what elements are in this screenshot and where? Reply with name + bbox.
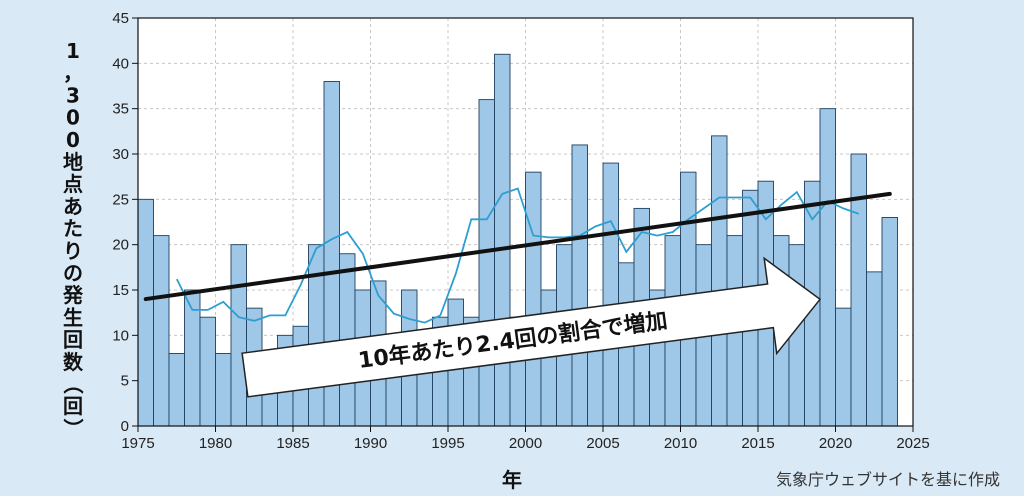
x-tick-label: 2010: [664, 435, 697, 452]
bar: [711, 135, 728, 427]
x-tick-label: 1985: [276, 435, 309, 452]
y-axis-label-char: （: [61, 374, 85, 394]
x-tick-label: 1995: [431, 435, 464, 452]
x-tick-label: 2000: [509, 435, 542, 452]
bar: [819, 108, 836, 427]
y-axis-label-char: 1: [66, 39, 80, 63]
bar: [199, 316, 216, 427]
y-axis-label-char: の: [63, 261, 83, 285]
y-tick-label: 10: [112, 327, 129, 344]
bar: [153, 235, 170, 427]
bar: [137, 198, 154, 427]
bar: [866, 271, 883, 427]
trend-line: [143, 191, 892, 302]
y-tick-label: 45: [112, 10, 129, 27]
y-tick-label: 15: [112, 282, 129, 299]
y-tick-label: 25: [112, 191, 129, 208]
y-axis-label-char: ，: [63, 61, 83, 85]
moving-average-line: [175, 187, 860, 324]
y-tick-label: 40: [112, 55, 129, 72]
bar: [494, 53, 511, 427]
trend-arrow-shape: [241, 256, 822, 398]
y-axis-label-char: 0: [66, 128, 80, 152]
y-axis-label-char: あ: [63, 194, 83, 218]
bar: [881, 217, 898, 427]
y-tick-label: 35: [112, 101, 129, 118]
y-tick-label: 20: [112, 237, 129, 254]
x-tick-label: 1980: [199, 435, 232, 452]
bar: [835, 307, 852, 427]
x-tick-label: 1975: [121, 435, 154, 452]
y-axis-label-char: 発: [62, 283, 84, 307]
bar: [215, 353, 232, 427]
y-tick-label: 0: [121, 418, 129, 435]
x-axis-label: 年: [502, 468, 522, 492]
y-axis-label-char: 回: [63, 394, 83, 418]
x-tick-label: 1990: [354, 435, 387, 452]
x-tick-label: 2005: [586, 435, 619, 452]
y-axis-label-char: り: [63, 239, 83, 263]
y-axis-label-char: 点: [63, 172, 83, 196]
y-tick-label: 5: [121, 373, 129, 390]
bar: [308, 244, 325, 427]
y-axis-label-char: 生: [63, 305, 83, 329]
bar: [168, 353, 185, 427]
y-axis-label-char: 数: [63, 350, 84, 374]
y-axis-label-char: ）: [61, 418, 85, 438]
y-axis-label-char: 回: [63, 328, 83, 352]
y-axis-label-char: 地: [63, 150, 83, 174]
source-note: 気象庁ウェブサイトを基に作成: [776, 470, 1000, 489]
y-tick-label: 30: [112, 146, 129, 163]
y-axis-label-char: 0: [66, 106, 80, 130]
bar: [478, 99, 495, 427]
y-axis-label-char: 3: [66, 83, 80, 107]
y-axis-label-char: た: [63, 217, 83, 241]
x-tick-label: 2015: [741, 435, 774, 452]
bar: [525, 171, 542, 427]
x-tick-label: 2025: [896, 435, 929, 452]
bar: [230, 244, 247, 427]
bar: [602, 162, 619, 427]
bar-series: [137, 53, 898, 427]
bar: [571, 144, 588, 427]
bar: [850, 153, 867, 427]
x-tick-label: 2020: [819, 435, 852, 452]
